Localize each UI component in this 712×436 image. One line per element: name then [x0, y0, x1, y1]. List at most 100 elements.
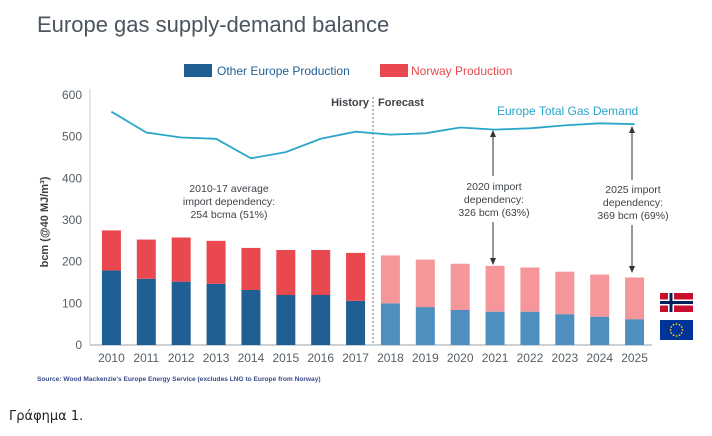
bar-norway [241, 247, 261, 290]
figure-caption: Γράφημα 1. [9, 409, 84, 424]
arrow-head-down [490, 258, 496, 265]
eu-star [672, 323, 675, 326]
eu-star [670, 326, 673, 328]
x-tick-label: 2013 [203, 351, 230, 365]
arrow-head-up [629, 126, 635, 133]
bars [101, 230, 645, 345]
x-tick-label: 2010 [98, 351, 125, 365]
bar-norway [380, 255, 400, 304]
x-tick-label: 2012 [168, 351, 195, 365]
history-label: History [331, 97, 370, 109]
x-tick-label: 2021 [482, 351, 509, 365]
x-tick-label: 2025 [621, 351, 648, 365]
annotation-2010-17: 2010-17 average import dependency: 254 b… [183, 183, 275, 221]
annotation-line: 2010-17 average [189, 183, 269, 195]
bar-other-europe [520, 311, 540, 345]
norway-flag [660, 293, 693, 312]
bar-other-europe [136, 278, 156, 345]
bar-other-europe [625, 319, 645, 345]
demand-line-label: Europe Total Gas Demand [497, 104, 638, 118]
y-tick-label: 500 [62, 130, 82, 144]
bar-norway [590, 274, 610, 317]
annotation-2025: 2025 import dependency: 369 bcm (69%) [597, 126, 669, 273]
legend-swatch-other [184, 64, 212, 77]
bar-other-europe [346, 300, 366, 345]
bar-norway [450, 263, 470, 310]
bar-norway [625, 277, 645, 320]
bar-norway [101, 230, 121, 271]
y-tick-label: 0 [75, 338, 82, 352]
bar-norway [136, 239, 156, 279]
x-tick-label: 2015 [272, 351, 299, 365]
arrow-head-up [490, 130, 496, 137]
eu-star [680, 332, 683, 334]
bar-other-europe [450, 310, 470, 345]
bar-other-europe [380, 303, 400, 345]
bar-norway [311, 250, 331, 295]
eu-star [680, 326, 683, 328]
annotation-line: import dependency: [183, 196, 275, 208]
arrow-head-down [629, 266, 635, 273]
annotation-line: dependency: [464, 194, 524, 206]
legend: Other Europe Production Norway Productio… [184, 64, 512, 78]
eu-star [678, 323, 681, 326]
bar-norway [171, 237, 191, 282]
y-tick-label: 400 [62, 171, 82, 185]
annotation-line: 2025 import [605, 184, 661, 196]
eu-star [675, 335, 678, 337]
x-axis-ticks: 2010 2011 2012 2013 2014 2015 2016 2017 2018 2019… [90, 344, 652, 365]
x-tick-label: 2011 [133, 351, 159, 365]
annotation-line: 254 bcma (51%) [190, 209, 267, 221]
x-tick-label: 2024 [586, 351, 613, 365]
annotation-2020: 2020 import dependency: 326 bcm (63%) [458, 130, 530, 265]
bar-other-europe [311, 295, 331, 345]
annotation-line: 2020 import [466, 181, 522, 193]
bar-norway [415, 259, 435, 308]
eu-star [669, 329, 672, 331]
bar-other-europe [206, 283, 226, 345]
source-note: Source: Wood Mackenzie's Europe Energy S… [37, 376, 321, 383]
eu-star [681, 329, 684, 331]
chart: Europe gas supply-demand balance Other E… [37, 12, 693, 383]
annotation-line: 369 bcm (69%) [597, 210, 668, 222]
x-tick-label: 2023 [551, 351, 578, 365]
eu-star [678, 334, 681, 337]
bar-norway [206, 240, 226, 284]
bar-norway [485, 265, 505, 312]
bar-other-europe [101, 270, 121, 345]
y-tick-label: 200 [62, 255, 82, 269]
bar-norway [276, 250, 296, 295]
bar-other-europe [241, 290, 261, 345]
x-tick-label: 2016 [307, 351, 334, 365]
legend-label-other: Other Europe Production [217, 64, 350, 78]
legend-label-norway: Norway Production [411, 64, 512, 78]
x-tick-label: 2017 [342, 351, 369, 365]
demand-line [110, 110, 635, 160]
bar-other-europe [276, 295, 296, 345]
x-tick-label: 2020 [447, 351, 474, 365]
y-axis-label: bcm (@40 MJ/m³) [39, 176, 51, 267]
eu-star [675, 323, 678, 325]
x-tick-label: 2018 [377, 351, 404, 365]
bar-norway [555, 271, 575, 315]
x-tick-label: 2022 [517, 351, 544, 365]
y-axis-ticks: 0 100 200 300 400 500 600 [62, 88, 91, 352]
bar-norway [520, 267, 540, 312]
bar-norway [346, 252, 366, 301]
forecast-label: Forecast [378, 97, 424, 109]
bar-other-europe [171, 281, 191, 345]
chart-title: Europe gas supply-demand balance [37, 12, 389, 37]
bar-other-europe [555, 314, 575, 345]
y-tick-label: 300 [62, 213, 82, 227]
y-tick-label: 100 [62, 296, 82, 310]
eu-star [670, 332, 673, 334]
bar-other-europe [590, 316, 610, 345]
annotation-line: dependency: [603, 197, 663, 209]
x-tick-label: 2019 [412, 351, 439, 365]
bar-other-europe [415, 307, 435, 345]
y-tick-label: 600 [62, 88, 82, 102]
legend-swatch-norway [380, 64, 408, 77]
x-tick-label: 2014 [238, 351, 265, 365]
bar-other-europe [485, 311, 505, 345]
eu-flag [660, 320, 693, 340]
